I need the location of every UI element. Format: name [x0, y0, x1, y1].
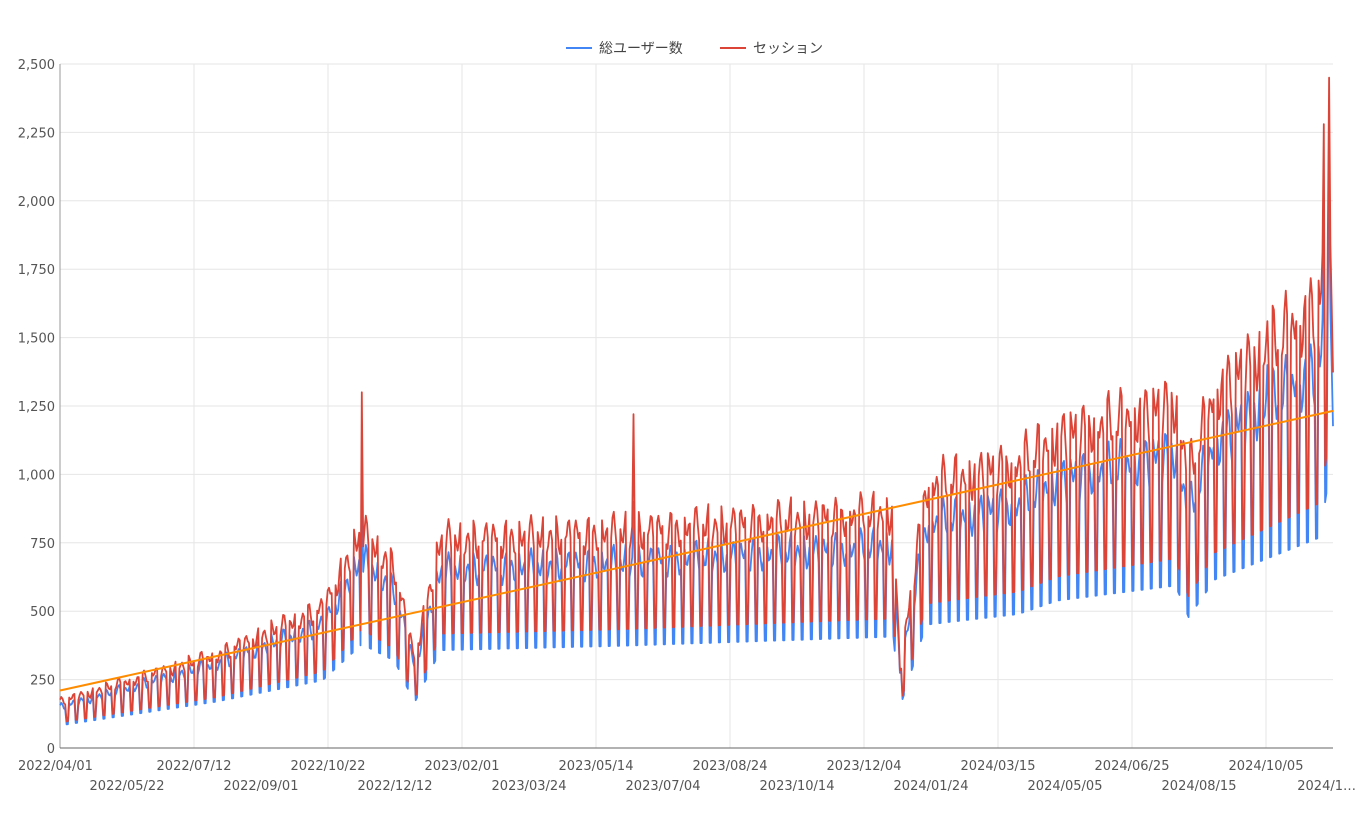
y-tick-label: 2,250 — [18, 126, 55, 141]
x-tick-label: 2023/12/04 — [827, 759, 902, 774]
x-tick-label: 2022/04/01 — [18, 759, 93, 774]
y-axis: 0 250 500 750 1,000 1,250 1,500 1,750 2,000 2,250… — [18, 58, 55, 757]
series-line-sessions — [59, 76, 1334, 723]
x-tick-label: 2024/05/05 — [1028, 779, 1103, 794]
x-axis: 2022/04/01 2022/05/22 2022/07/12 2022/09/01… — [18, 759, 1356, 794]
y-tick-label: 2,500 — [18, 58, 55, 73]
y-tick-label: 500 — [30, 605, 55, 620]
x-tick-label: 2024/06/25 — [1095, 759, 1170, 774]
y-tick-label: 1,500 — [18, 332, 55, 347]
legend: 総ユーザー数 セッション — [566, 41, 823, 57]
x-tick-label: 2022/07/12 — [157, 759, 232, 774]
x-tick-label: 2024/08/15 — [1162, 779, 1237, 794]
x-tick-label: 2023/02/01 — [425, 759, 500, 774]
y-tick-label: 1,750 — [18, 263, 55, 278]
x-tick-label: 2023/07/04 — [626, 779, 701, 794]
y-tick-label: 2,000 — [18, 195, 55, 210]
grid — [59, 63, 1333, 749]
y-tick-label: 0 — [47, 742, 55, 757]
x-tick-label: 2024/1… — [1297, 779, 1356, 794]
x-tick-label: 2024/01/24 — [894, 779, 969, 794]
x-tick-label: 2024/10/05 — [1229, 759, 1304, 774]
x-tick-label: 2022/10/22 — [291, 759, 366, 774]
x-tick-label: 2023/05/14 — [559, 759, 634, 774]
x-tick-label: 2023/03/24 — [492, 779, 567, 794]
x-tick-label: 2022/09/01 — [224, 779, 299, 794]
x-tick-label: 2024/03/15 — [961, 759, 1036, 774]
x-tick-label: 2023/10/14 — [760, 779, 835, 794]
x-tick-label: 2022/05/22 — [90, 779, 165, 794]
y-tick-label: 1,250 — [18, 400, 55, 415]
y-tick-label: 250 — [30, 674, 55, 689]
trend-line — [59, 409, 1334, 692]
y-tick-label: 1,000 — [18, 468, 55, 483]
legend-label-users: 総ユーザー数 — [599, 41, 683, 57]
series-line-users — [59, 150, 1334, 726]
plot-area — [59, 76, 1334, 726]
legend-label-sessions: セッション — [753, 41, 823, 57]
x-tick-label: 2023/08/24 — [693, 759, 768, 774]
y-tick-label: 750 — [30, 537, 55, 552]
x-tick-label: 2022/12/12 — [358, 779, 433, 794]
